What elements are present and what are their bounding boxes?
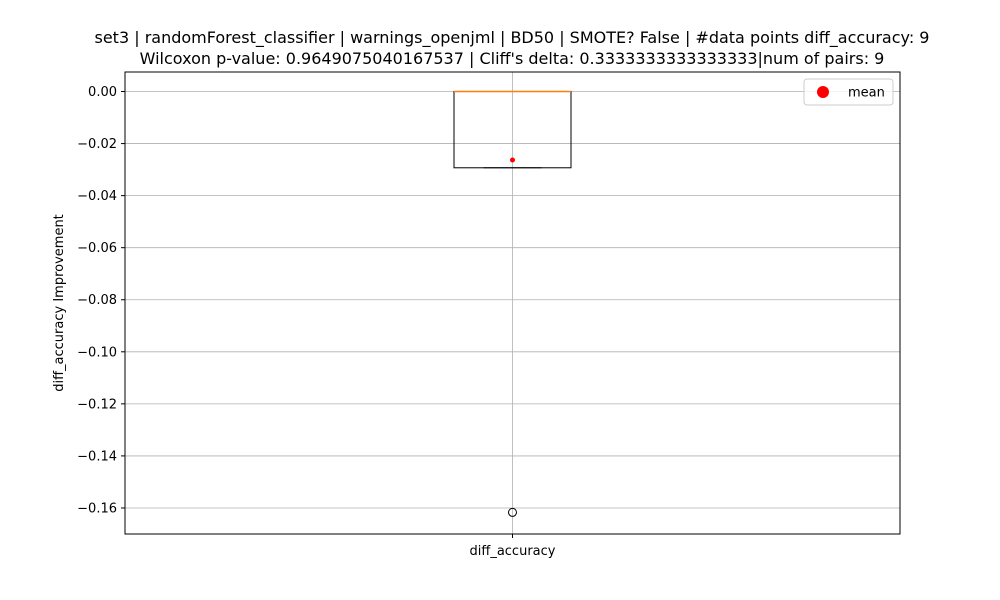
y-tick-label: −0.02 xyxy=(77,137,117,152)
y-tick-label: −0.16 xyxy=(77,501,117,516)
legend-box xyxy=(803,78,894,106)
legend-mean-marker xyxy=(817,86,829,98)
y-tick-label: −0.06 xyxy=(77,241,117,256)
legend: mean xyxy=(803,78,894,106)
mean-marker xyxy=(510,157,515,163)
legend-mean-label: mean xyxy=(848,86,885,101)
y-tick-label: −0.10 xyxy=(77,345,117,360)
chart-title: set3 | randomForest_classifier | warning… xyxy=(95,28,930,68)
chart-title-line-1: set3 | randomForest_classifier | warning… xyxy=(95,28,930,48)
x-tick-label: diff_accuracy xyxy=(470,544,556,559)
y-tick-label: −0.04 xyxy=(77,189,117,204)
grid-lines xyxy=(125,72,900,534)
chart-title-line-2: Wilcoxon p-value: 0.9649075040167537 | C… xyxy=(140,49,885,68)
y-axis-label: diff_accuracy Improvement xyxy=(52,214,67,392)
plot-area xyxy=(453,90,572,517)
outlier-point xyxy=(508,507,517,517)
y-tick-label: −0.12 xyxy=(77,397,117,412)
y-tick-label: −0.14 xyxy=(77,449,117,464)
y-tick-label: −0.08 xyxy=(77,293,117,308)
x-axis-ticks: diff_accuracy xyxy=(470,534,556,559)
y-axis-ticks: 0.00 −0.02 −0.04 −0.06 −0.08 −0.10 −0.12 −0.14 −… xyxy=(77,85,125,516)
y-tick-label: 0.00 xyxy=(88,85,117,100)
